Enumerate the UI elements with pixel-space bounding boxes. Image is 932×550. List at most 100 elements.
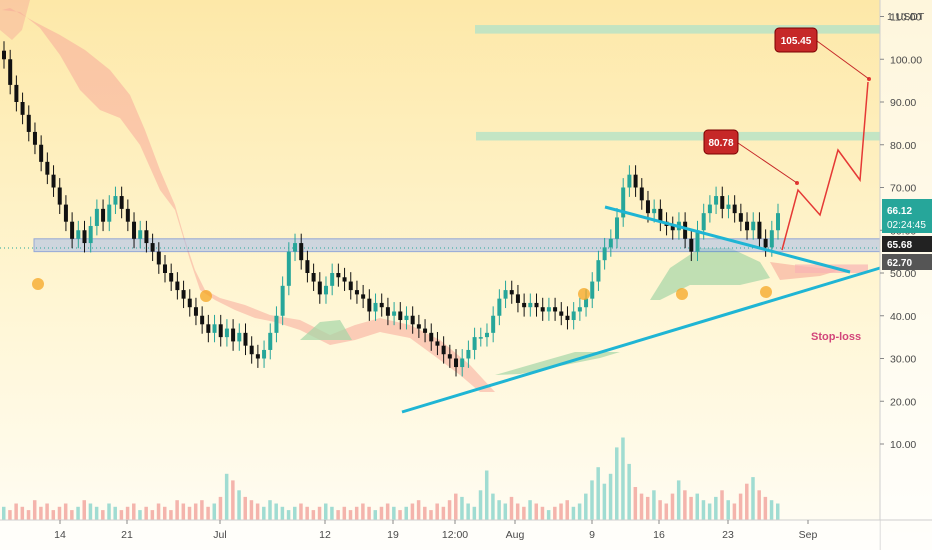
candle [32,131,37,145]
volume-bar [237,490,241,520]
volume-bar [162,506,167,520]
candle [206,324,211,333]
candle [652,208,657,214]
volume-bar [268,500,272,520]
last-price-value: 66.12 [887,206,912,217]
volume-bar [51,510,56,520]
volume-bar [323,503,328,520]
stop-loss-label: Stop-loss [811,331,861,343]
candle [615,217,620,239]
candle [515,294,520,303]
candle [317,281,322,295]
candle [268,332,273,350]
candle [26,114,31,132]
candle [602,247,607,261]
touch-point-marker [676,288,688,300]
volume-bar [88,503,93,520]
candle [689,238,694,252]
annotation-arrow [816,40,870,80]
volume-bar [70,510,74,520]
volume-bar [751,477,755,520]
y-tick-label: 10.00 [890,439,916,451]
volume-bar [150,510,155,520]
candle [181,290,186,299]
candle [528,302,533,308]
volume-bar [8,510,12,520]
volume-bar [776,503,780,520]
volume-bar [63,503,68,520]
y-tick-label: 20.00 [890,396,916,408]
volume-bar [305,506,309,520]
candle [441,345,446,355]
last-price-badge [882,199,932,233]
candle [491,315,496,333]
volume-bar [175,500,179,520]
volume-bar [763,496,768,520]
volume-bar [602,483,607,520]
candle [398,311,403,321]
candle [707,204,712,214]
candle [590,281,595,299]
price-badge-value: 62.70 [887,258,912,269]
x-tick-label: 23 [722,529,734,541]
volume-bar [45,503,49,520]
volume-bar [392,506,396,520]
candle [683,221,688,239]
volume-bar [701,500,706,520]
volume-bar [534,503,539,520]
candle [175,281,180,291]
volume-bar [633,487,638,520]
candle [497,298,502,316]
volume-bar [732,503,737,520]
volume-bar [379,506,384,520]
candle [701,213,706,231]
candle [559,311,564,316]
volume-bar [435,503,439,520]
target-badge [703,129,739,155]
candle [286,251,291,286]
volume-bar [621,437,625,520]
candle [584,298,589,308]
candle [484,332,489,338]
candle [392,311,397,316]
x-tick-label: Aug [506,529,525,541]
volume-bar [156,503,161,520]
candle [726,204,731,209]
price-badge-value: 65.68 [887,240,912,251]
volume-bar [745,483,749,520]
candle [101,208,106,222]
volume-bar [32,500,37,520]
stop-loss-zone [795,264,868,273]
touch-point-marker [760,286,772,298]
candle [218,324,223,338]
y-tick-label: 70.00 [890,183,916,195]
volume-bar [243,496,247,520]
candle [255,354,260,359]
volume-bar [101,510,105,520]
candle [305,260,310,273]
y-tick-label: 110.00 [890,12,921,24]
candle [435,341,440,346]
volume-bar [615,447,619,520]
volume-bar [726,500,730,520]
candle [45,161,50,175]
volume-bar [132,503,136,520]
candle [94,208,99,226]
volume-bar [590,480,594,520]
candle [454,358,459,368]
candle [88,225,93,244]
candle [63,204,68,222]
candle [373,302,378,312]
volume-bar [361,503,365,520]
candle [404,315,409,321]
volume-bar [373,510,378,520]
candle [621,187,626,218]
volume-bar [224,473,229,520]
volume-bar [274,503,278,520]
candle [757,221,762,239]
candle [379,302,384,308]
volume-bar [466,503,470,520]
